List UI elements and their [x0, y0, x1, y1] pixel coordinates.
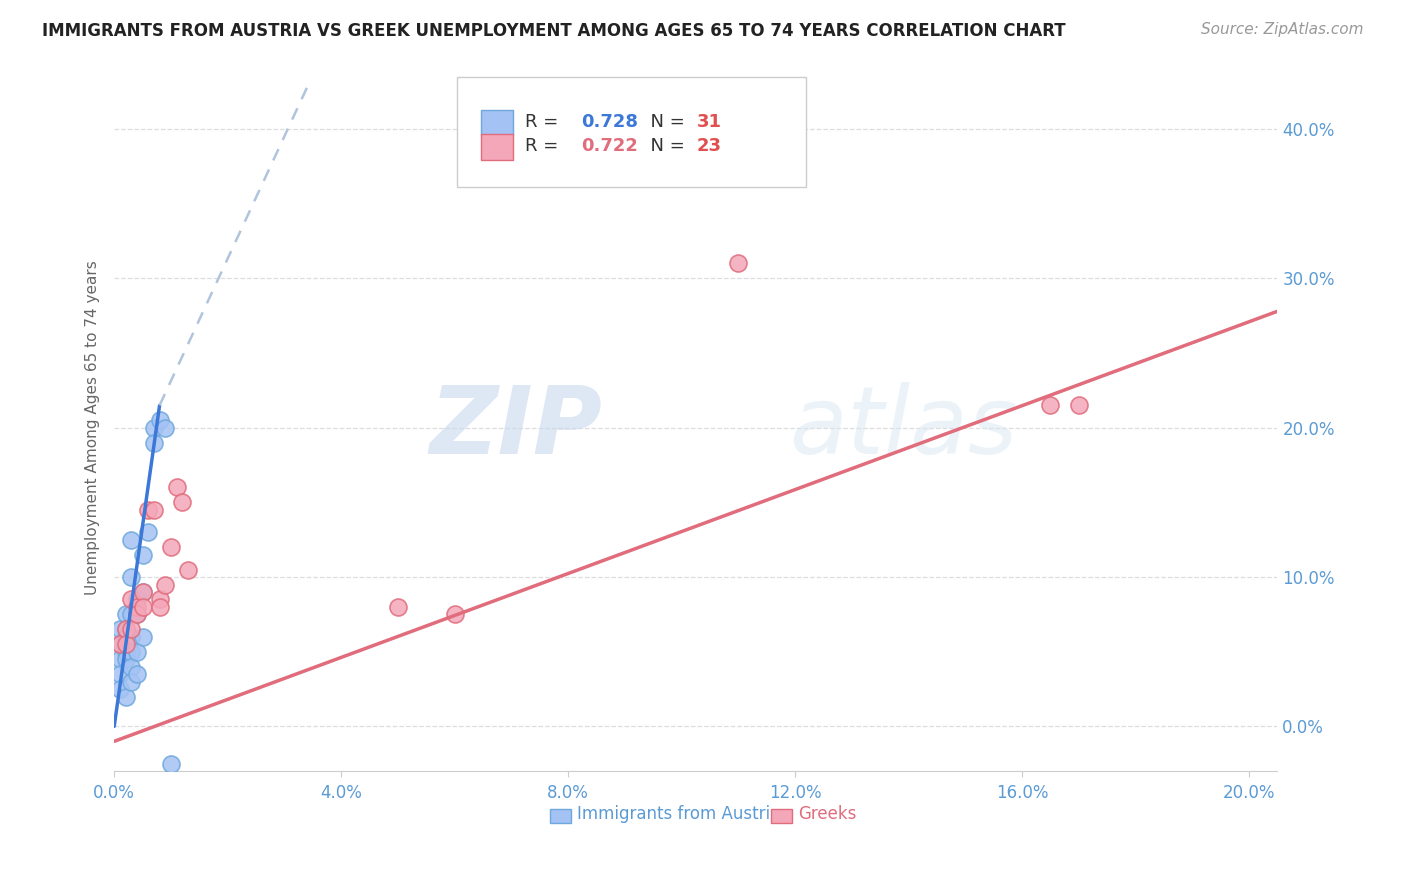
FancyBboxPatch shape — [481, 110, 513, 136]
Point — [120, 592, 142, 607]
Point — [125, 599, 148, 614]
Point — [120, 659, 142, 673]
Point — [172, 495, 194, 509]
Text: IMMIGRANTS FROM AUSTRIA VS GREEK UNEMPLOYMENT AMONG AGES 65 TO 74 YEARS CORRELAT: IMMIGRANTS FROM AUSTRIA VS GREEK UNEMPLO… — [42, 22, 1066, 40]
Point — [114, 623, 136, 637]
Point — [120, 570, 142, 584]
Point — [125, 667, 148, 681]
Point — [108, 667, 131, 681]
Text: Source: ZipAtlas.com: Source: ZipAtlas.com — [1201, 22, 1364, 37]
Point — [120, 623, 142, 637]
Point — [114, 607, 136, 622]
Point — [1067, 398, 1090, 412]
Point — [108, 682, 131, 697]
Point — [108, 637, 131, 651]
FancyBboxPatch shape — [457, 78, 806, 187]
Text: R =: R = — [524, 137, 564, 155]
Point — [120, 645, 142, 659]
Point — [125, 607, 148, 622]
Point — [131, 599, 153, 614]
Text: 23: 23 — [697, 137, 721, 155]
FancyBboxPatch shape — [550, 809, 571, 822]
Text: Greeks: Greeks — [799, 805, 856, 823]
Text: 31: 31 — [697, 113, 721, 131]
Point — [149, 599, 172, 614]
Point — [443, 607, 465, 622]
Point — [1039, 398, 1062, 412]
Point — [120, 533, 142, 547]
Point — [114, 645, 136, 659]
Point — [142, 435, 165, 450]
Point — [108, 652, 131, 666]
Point — [160, 756, 183, 771]
Text: ZIP: ZIP — [430, 382, 603, 474]
Point — [114, 637, 136, 651]
Text: 0.722: 0.722 — [581, 137, 637, 155]
Point — [727, 256, 749, 270]
Point — [114, 623, 136, 637]
Text: atlas: atlas — [789, 383, 1017, 474]
Point — [136, 503, 159, 517]
Point — [131, 548, 153, 562]
Point — [125, 607, 148, 622]
Point — [166, 481, 188, 495]
Point — [108, 637, 131, 651]
Point — [155, 421, 177, 435]
Point — [125, 645, 148, 659]
Point — [149, 592, 172, 607]
Point — [387, 599, 409, 614]
Point — [142, 421, 165, 435]
Y-axis label: Unemployment Among Ages 65 to 74 years: Unemployment Among Ages 65 to 74 years — [86, 260, 100, 595]
Point — [114, 690, 136, 704]
Point — [114, 652, 136, 666]
Point — [108, 623, 131, 637]
Text: 0.728: 0.728 — [581, 113, 638, 131]
Point — [114, 630, 136, 644]
Point — [131, 585, 153, 599]
Point — [155, 577, 177, 591]
Text: N =: N = — [638, 137, 690, 155]
Text: R =: R = — [524, 113, 564, 131]
FancyBboxPatch shape — [481, 134, 513, 160]
Text: N =: N = — [638, 113, 690, 131]
Point — [120, 607, 142, 622]
Point — [160, 540, 183, 554]
Point — [131, 585, 153, 599]
Point — [177, 563, 200, 577]
Text: Immigrants from Austria: Immigrants from Austria — [576, 805, 780, 823]
Point — [142, 503, 165, 517]
Point — [149, 413, 172, 427]
FancyBboxPatch shape — [772, 809, 793, 822]
Point — [120, 630, 142, 644]
Point — [136, 525, 159, 540]
Point — [120, 674, 142, 689]
Point — [131, 630, 153, 644]
Point — [125, 592, 148, 607]
